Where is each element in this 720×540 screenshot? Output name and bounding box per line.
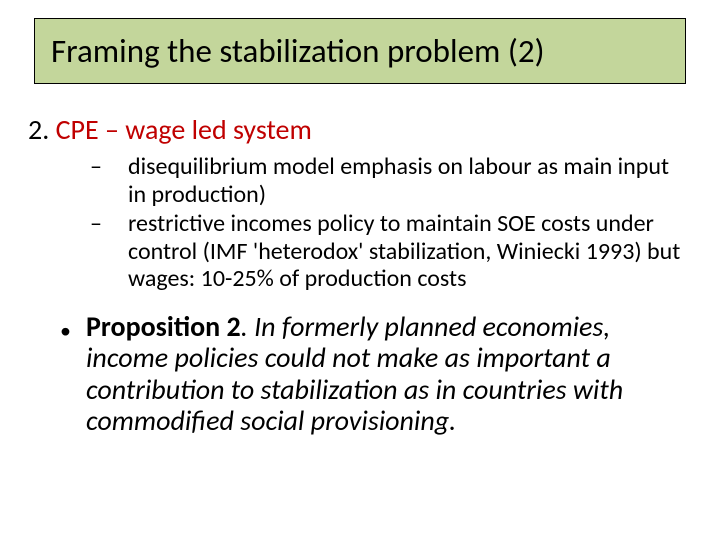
sub-bullet-list: – disequilibrium model emphasis on labou… — [90, 153, 692, 293]
heading-accent: CPE – wage led system — [56, 112, 312, 147]
slide-title: Framing the stabilization problem (2) — [51, 31, 545, 71]
dash-icon: – — [90, 153, 108, 181]
proposition-list: • Proposition 2. In formerly planned eco… — [60, 311, 692, 436]
dash-icon: – — [90, 210, 108, 238]
list-item: – disequilibrium model emphasis on labou… — [90, 153, 692, 208]
bullet-icon: • — [60, 317, 72, 345]
sub-item-text: restrictive incomes policy to maintain S… — [128, 210, 692, 293]
proposition-text: Proposition 2. In formerly planned econo… — [86, 311, 692, 436]
sub-item-text: disequilibrium model emphasis on labour … — [128, 153, 692, 208]
proposition-label: Proposition 2 — [86, 309, 241, 344]
list-item: – restrictive incomes policy to maintain… — [90, 210, 692, 293]
title-box: Framing the stabilization problem (2) — [34, 18, 686, 84]
list-item: • Proposition 2. In formerly planned eco… — [60, 311, 692, 436]
section-heading: 2. CPE – wage led system — [28, 112, 692, 147]
content-area: 2. CPE – wage led system – disequilibriu… — [28, 112, 692, 436]
heading-prefix: 2. — [28, 112, 56, 147]
slide: Framing the stabilization problem (2) 2.… — [0, 0, 720, 540]
